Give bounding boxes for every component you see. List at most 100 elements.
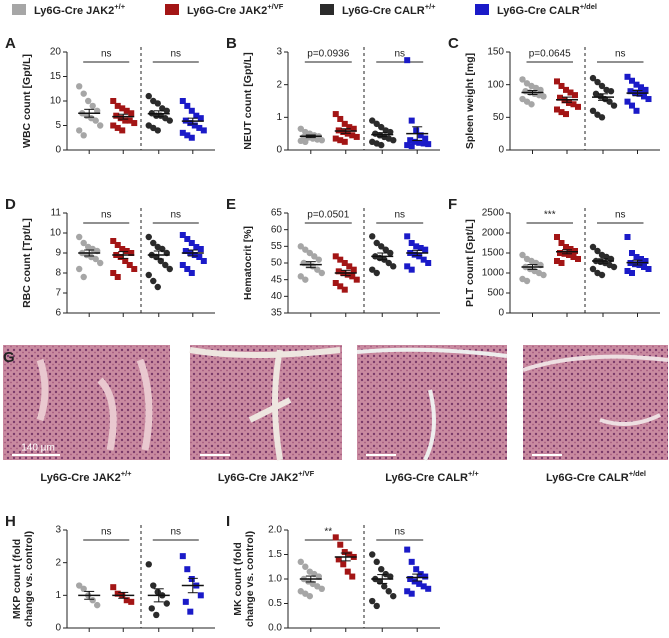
- data-point: [373, 269, 380, 277]
- data-point: [566, 252, 572, 258]
- data-point: [302, 246, 309, 253]
- data-point: [629, 250, 635, 256]
- data-point: [119, 127, 126, 134]
- data-point: [420, 256, 427, 263]
- data-point: [94, 107, 101, 115]
- histology-label-sup: +/+: [121, 469, 132, 478]
- data-point: [187, 608, 194, 615]
- data-point: [200, 127, 207, 134]
- data-point: [110, 98, 117, 104]
- data-point: [633, 107, 640, 114]
- data-point: [572, 248, 578, 254]
- data-point: [589, 74, 597, 82]
- data-point: [575, 256, 581, 262]
- data-point: [598, 82, 606, 90]
- data-point: [153, 611, 160, 619]
- data-point: [341, 138, 348, 145]
- data-point: [594, 78, 601, 86]
- data-point: [193, 244, 200, 250]
- data-point: [624, 234, 631, 240]
- data-point: [373, 558, 380, 566]
- data-point: [150, 582, 157, 589]
- data-point: [340, 129, 347, 136]
- significance-label: ns: [394, 527, 405, 538]
- panel-label: H: [5, 513, 16, 530]
- y-tick-label: 50: [271, 258, 283, 269]
- panel-label: C: [448, 35, 459, 52]
- data-point: [110, 270, 117, 276]
- data-point: [117, 115, 124, 122]
- data-point: [558, 260, 565, 266]
- data-point: [306, 592, 313, 600]
- data-point: [425, 260, 432, 266]
- histology-label: Ly6G-Cre JAK2+/+: [40, 469, 132, 484]
- data-point: [162, 261, 169, 269]
- y-tick-label: 3: [276, 47, 282, 58]
- panel-label: A: [5, 35, 16, 52]
- data-point: [148, 605, 155, 612]
- data-point: [119, 246, 126, 252]
- y-tick-label: 6: [55, 308, 61, 319]
- data-point: [385, 259, 392, 267]
- data-point: [122, 117, 129, 124]
- data-point: [123, 248, 130, 254]
- y-axis-label: NEUT count [Gpt/L]: [242, 52, 254, 149]
- data-point: [154, 100, 161, 107]
- data-point: [346, 551, 353, 558]
- data-point: [378, 243, 385, 250]
- data-point: [128, 598, 135, 605]
- data-point: [337, 115, 344, 122]
- significance-label: ns: [615, 210, 626, 221]
- data-point: [570, 254, 577, 260]
- histology-label: Ly6G-Cre JAK2+/VF: [218, 469, 315, 484]
- y-tick-label: 8: [55, 268, 61, 279]
- data-point: [197, 115, 204, 122]
- data-point: [425, 585, 432, 592]
- data-point: [558, 240, 565, 246]
- data-point: [369, 117, 376, 124]
- data-point: [369, 266, 376, 273]
- y-axis-label: change vs. control): [244, 531, 256, 627]
- y-axis-label: Spleen weight [mg]: [464, 53, 476, 149]
- data-point: [191, 122, 198, 129]
- data-point: [420, 583, 427, 590]
- data-point: [387, 573, 394, 580]
- significance-label: p=0.0501: [307, 210, 349, 221]
- significance-label: ns: [101, 527, 112, 538]
- data-point: [519, 251, 526, 259]
- data-point: [80, 239, 87, 247]
- data-point: [128, 250, 135, 256]
- data-point: [114, 590, 121, 597]
- data-point: [179, 232, 186, 238]
- legend-label-sup: +/del: [580, 2, 597, 11]
- y-tick-label: 0: [55, 145, 61, 156]
- data-point: [408, 266, 415, 273]
- legend-label-sup: +/+: [425, 2, 436, 11]
- data-point: [166, 265, 173, 273]
- y-tick-label: 0: [498, 145, 504, 156]
- data-point: [633, 81, 640, 88]
- data-point: [332, 253, 339, 260]
- data-point: [404, 142, 411, 149]
- data-point: [378, 141, 385, 149]
- data-point: [80, 273, 87, 281]
- data-point: [114, 102, 121, 109]
- data-point: [297, 243, 304, 250]
- data-point: [557, 250, 563, 256]
- data-point: [422, 573, 429, 580]
- data-point: [297, 125, 304, 132]
- data-point: [145, 561, 152, 568]
- data-point: [369, 597, 376, 605]
- data-point: [145, 92, 152, 100]
- significance-label: p=0.0645: [529, 49, 571, 60]
- data-point: [126, 117, 133, 124]
- data-point: [337, 283, 344, 290]
- significance-label: ns: [394, 49, 405, 60]
- y-axis-label: RBC count [Tpt/L]: [21, 218, 33, 308]
- data-point: [407, 576, 414, 582]
- histology-label-sup: +/del: [629, 469, 646, 478]
- y-tick-label: 0: [498, 308, 504, 319]
- data-point: [554, 106, 560, 113]
- data-point: [188, 134, 195, 141]
- data-point: [627, 88, 634, 95]
